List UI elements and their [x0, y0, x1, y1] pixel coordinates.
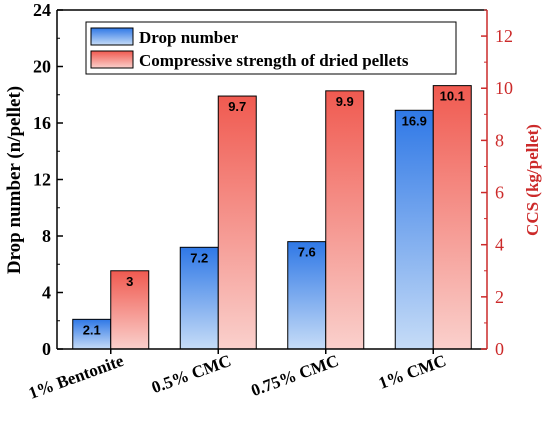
y-left-tick-label-5: 20	[33, 57, 51, 77]
bars-layer	[72, 85, 472, 350]
category-label-1: 0.5% CMC	[149, 351, 234, 397]
legend: Drop number Compressive strength of drie…	[85, 21, 457, 75]
legend-swatch-compressive-strength	[90, 50, 134, 69]
y-left-tick-label-4: 16	[33, 113, 51, 133]
data-label-compressive-strength-1: 9.7	[228, 99, 246, 114]
y-right-tick-label-2: 4	[495, 235, 504, 255]
data-labels-layer: 2.1 3 7.2 9.7 7.6 9.9 16.9 10.1	[83, 89, 465, 338]
y-left-tick-label-0: 0	[42, 339, 51, 359]
y-left-tick-label-3: 12	[33, 170, 51, 190]
legend-swatch-drop-number	[90, 27, 134, 46]
bar-compressive-strength-3	[432, 85, 472, 350]
y-axis-left-label: Drop number (n/pellet)	[4, 86, 25, 274]
y-left-tick-label-6: 24	[33, 0, 51, 20]
data-label-drop-number-3: 16.9	[402, 113, 427, 128]
bar-compressive-strength-2	[325, 90, 365, 350]
category-labels-layer: 1% Bentonite 0.5% CMC 0.75% CMC 1% CMC	[26, 351, 449, 403]
bar-drop-number-1	[179, 246, 219, 350]
y-right-tick-label-4: 8	[495, 130, 504, 150]
data-label-compressive-strength-2: 9.9	[336, 94, 354, 109]
data-label-drop-number-2: 7.6	[298, 245, 316, 260]
y-axis-right-label: CCS (kg/pellet)	[523, 124, 542, 236]
category-label-3: 1% CMC	[376, 351, 449, 393]
y-left-tick-label-2: 8	[42, 226, 51, 246]
bar-compressive-strength-1	[217, 95, 257, 350]
data-label-compressive-strength-0: 3	[126, 274, 133, 289]
y-right-tick-label-5: 10	[495, 78, 513, 98]
data-label-compressive-strength-3: 10.1	[440, 89, 465, 104]
data-label-drop-number-1: 7.2	[190, 250, 208, 265]
data-label-drop-number-0: 2.1	[83, 322, 101, 337]
bar-compressive-strength-0	[110, 270, 150, 350]
category-label-2: 0.75% CMC	[249, 351, 342, 400]
legend-box	[85, 21, 457, 75]
y-right-tick-label-0: 0	[495, 339, 504, 359]
y-right-tick-label-1: 2	[495, 287, 504, 307]
y-left-tick-label-1: 4	[42, 283, 51, 303]
bar-drop-number-3	[394, 109, 434, 350]
legend-label-drop-number: Drop number	[139, 28, 239, 47]
y-right-tick-label-6: 12	[495, 26, 513, 46]
bar-drop-number-0	[72, 318, 112, 350]
legend-label-compressive-strength: Compressive strength of dried pellets	[139, 51, 409, 70]
y-right-tick-label-3: 6	[495, 183, 504, 203]
